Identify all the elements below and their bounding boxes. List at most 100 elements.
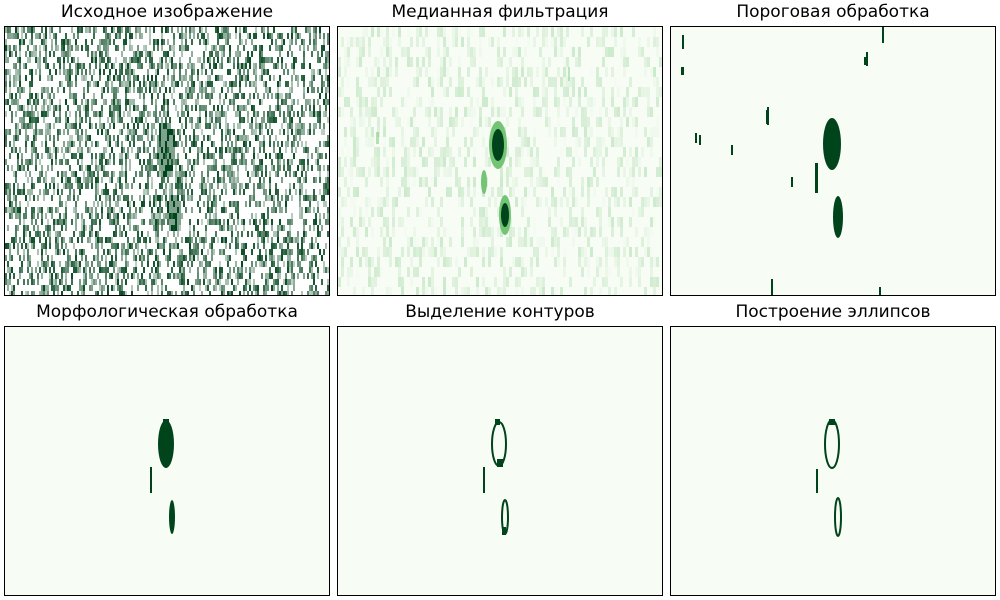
noise-pixel	[271, 273, 273, 279]
noise-pixel	[25, 75, 27, 81]
noise-pixel	[291, 219, 293, 225]
noise-pixel	[53, 141, 55, 147]
noise-pixel	[113, 219, 115, 225]
noise-pixel	[213, 153, 215, 159]
filtered-pixel	[437, 207, 440, 217]
filtered-pixel	[356, 77, 359, 87]
noise-pixel	[311, 69, 313, 75]
noise-pixel	[299, 261, 301, 267]
filtered-pixel	[485, 117, 488, 127]
noise-pixel	[225, 27, 227, 33]
filtered-pixel	[590, 67, 593, 77]
filtered-pixel	[605, 67, 608, 77]
noise-pixel	[301, 129, 303, 135]
noise-pixel	[227, 261, 229, 267]
noise-pixel	[145, 81, 147, 87]
noise-pixel	[131, 117, 133, 123]
noise-pixel	[97, 183, 99, 189]
noise-pixel	[187, 261, 189, 267]
noise-pixel	[201, 141, 203, 147]
filtered-pixel	[563, 77, 566, 87]
noise-pixel	[5, 255, 7, 261]
noise-pixel	[269, 45, 271, 51]
noise-pixel	[163, 93, 165, 99]
filtered-pixel	[518, 77, 521, 87]
noise-pixel	[113, 189, 115, 195]
filtered-pixel	[509, 157, 512, 167]
filtered-pixel	[545, 27, 548, 37]
noise-pixel	[43, 291, 45, 295]
noise-pixel	[221, 225, 223, 231]
noise-pixel	[191, 249, 193, 255]
noise-pixel	[171, 63, 173, 69]
noise-pixel	[235, 183, 237, 189]
noise-pixel	[185, 105, 187, 111]
noise-pixel	[173, 69, 175, 75]
noise-pixel	[113, 75, 115, 81]
filtered-pixel	[506, 117, 509, 127]
noise-pixel	[289, 45, 291, 51]
noise-pixel	[261, 171, 263, 177]
noise-pixel	[65, 177, 67, 183]
filtered-pixel	[653, 277, 656, 287]
noise-pixel	[213, 63, 215, 69]
filtered-pixel	[368, 37, 371, 47]
filtered-pixel	[536, 157, 539, 167]
noise-pixel	[151, 75, 153, 81]
noise-pixel	[239, 183, 241, 189]
noise-pixel	[279, 81, 281, 87]
noise-pixel	[55, 69, 57, 75]
filtered-pixel	[506, 147, 509, 157]
noise-pixel	[13, 207, 15, 213]
noise-pixel	[65, 207, 67, 213]
noise-pixel	[297, 111, 299, 117]
noise-pixel	[81, 285, 83, 291]
noise-pixel	[83, 93, 85, 99]
noise-pixel	[127, 81, 129, 87]
noise-pixel	[299, 177, 301, 183]
noise-pixel	[89, 135, 91, 141]
filtered-pixel	[536, 197, 539, 207]
noise-pixel	[57, 249, 59, 255]
noise-pixel	[197, 153, 199, 159]
noise-pixel	[147, 147, 149, 153]
noise-pixel	[111, 99, 113, 105]
filtered-pixel	[635, 117, 638, 127]
noise-pixel	[221, 273, 223, 279]
noise-pixel	[149, 153, 151, 159]
noise-pixel	[7, 225, 9, 231]
noise-pixel	[313, 75, 315, 81]
noise-pixel	[179, 213, 181, 219]
noise-pixel	[115, 261, 117, 267]
noise-pixel	[113, 123, 115, 129]
noise-pixel	[35, 147, 37, 153]
noise-pixel	[227, 255, 229, 261]
noise-pixel	[57, 105, 59, 111]
filtered-pixel	[581, 247, 584, 257]
noise-pixel	[295, 39, 297, 45]
noise-pixel	[121, 231, 123, 237]
noise-pixel	[41, 213, 43, 219]
filtered-pixel	[521, 137, 524, 147]
noise-pixel	[267, 33, 269, 39]
noise-pixel	[31, 69, 33, 75]
noise-pixel	[57, 57, 59, 63]
noise-pixel	[119, 159, 121, 165]
noise-pixel	[237, 45, 239, 51]
noise-pixel	[115, 231, 117, 237]
noise-pixel	[85, 279, 87, 285]
noise-pixel	[11, 51, 13, 57]
noise-pixel	[181, 267, 183, 273]
filtered-pixel	[458, 67, 461, 77]
noise-pixel	[209, 111, 211, 117]
filtered-pixel	[419, 177, 422, 187]
filtered-pixel	[638, 207, 641, 217]
noise-pixel	[253, 69, 255, 75]
noise-pixel	[131, 291, 133, 295]
noise-pixel	[223, 99, 225, 105]
noise-pixel	[217, 105, 219, 111]
noise-pixel	[313, 99, 315, 105]
noise-pixel	[255, 201, 257, 207]
filtered-pixel	[428, 117, 431, 127]
noise-pixel	[89, 267, 91, 273]
